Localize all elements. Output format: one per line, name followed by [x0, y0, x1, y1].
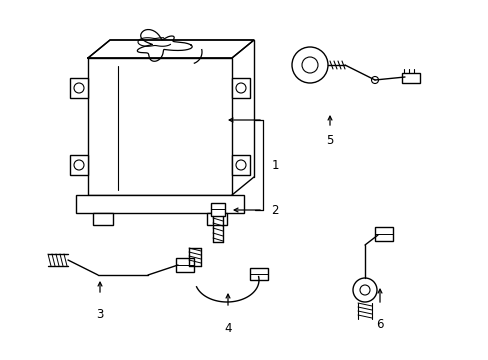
Circle shape [74, 83, 84, 93]
Circle shape [291, 47, 327, 83]
Bar [176, 258, 194, 272]
Circle shape [359, 285, 369, 295]
Bar [231, 78, 249, 98]
Bar [76, 195, 244, 213]
Bar [88, 58, 231, 195]
Circle shape [236, 160, 245, 170]
Text: 6: 6 [375, 319, 383, 332]
Text: 5: 5 [325, 134, 333, 147]
Text: 1: 1 [271, 158, 278, 171]
Bar [206, 213, 226, 225]
Circle shape [352, 278, 376, 302]
Text: 2: 2 [271, 203, 278, 216]
Bar [249, 268, 267, 280]
Bar [231, 155, 249, 175]
Circle shape [371, 77, 378, 84]
Circle shape [236, 83, 245, 93]
Bar [401, 73, 419, 83]
Bar [70, 78, 88, 98]
Bar [374, 227, 392, 241]
Circle shape [302, 57, 317, 73]
Bar [210, 203, 224, 216]
Bar [93, 213, 113, 225]
Text: 3: 3 [96, 309, 103, 321]
Text: 4: 4 [224, 321, 231, 334]
Polygon shape [88, 40, 253, 58]
Bar [70, 155, 88, 175]
Circle shape [74, 160, 84, 170]
